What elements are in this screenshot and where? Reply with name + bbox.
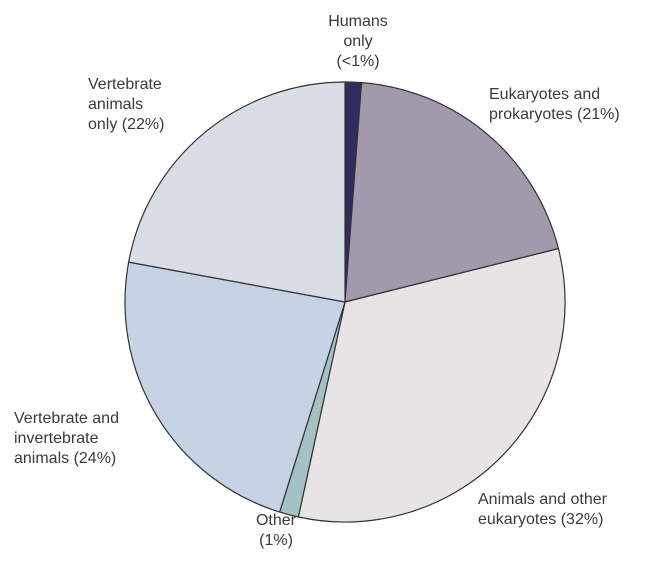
slice-label-other: Other (1%) [256, 512, 297, 549]
slice-label-line: animals (24%) [14, 450, 116, 467]
slice-label-line: invertebrate [14, 430, 99, 447]
pie-slices [124, 81, 566, 523]
pie-slice-vertebrate-and-invertebrate-animals [124, 261, 346, 513]
slice-label-line: eukaryotes (32%) [478, 511, 603, 528]
slice-label-line: Vertebrate [88, 76, 162, 93]
slice-label-line: Eukaryotes and [489, 86, 600, 103]
slice-label-line: animals [88, 96, 143, 113]
slice-label-animals-and-other-eukaryotes: Animals and other eukaryotes (32%) [478, 491, 608, 528]
slice-label-line: Other [256, 512, 297, 529]
slice-labels: Humans only (<1%) Eukaryotes and prokaryotes… [14, 13, 620, 549]
slice-label-line: Animals and other [478, 491, 608, 508]
slice-label-line: (<1%) [336, 53, 379, 70]
slice-label-vertebrate-animals-only: Vertebrate animals only (22%) [88, 76, 164, 133]
slice-label-eukaryotes-and-prokaryotes: Eukaryotes and prokaryotes (21%) [489, 86, 620, 123]
slice-label-vertebrate-and-invertebrate-animals: Vertebrate and invertebrate animals (24%) [14, 410, 119, 467]
slice-label-line: Humans [328, 13, 388, 30]
slice-label-line: only [343, 33, 372, 50]
slice-label-line: only (22%) [88, 116, 164, 133]
slice-label-line: Vertebrate and [14, 410, 119, 427]
pie-slice-eukaryotes-and-prokaryotes [344, 82, 560, 303]
slice-label-line: (1%) [259, 532, 293, 549]
slice-label-line: prokaryotes (21%) [489, 106, 620, 123]
slice-label-humans-only: Humans only (<1%) [328, 13, 388, 70]
pie-slice-animals-and-other-eukaryotes [297, 248, 566, 523]
pie-slice-vertebrate-animals-only [128, 81, 346, 303]
